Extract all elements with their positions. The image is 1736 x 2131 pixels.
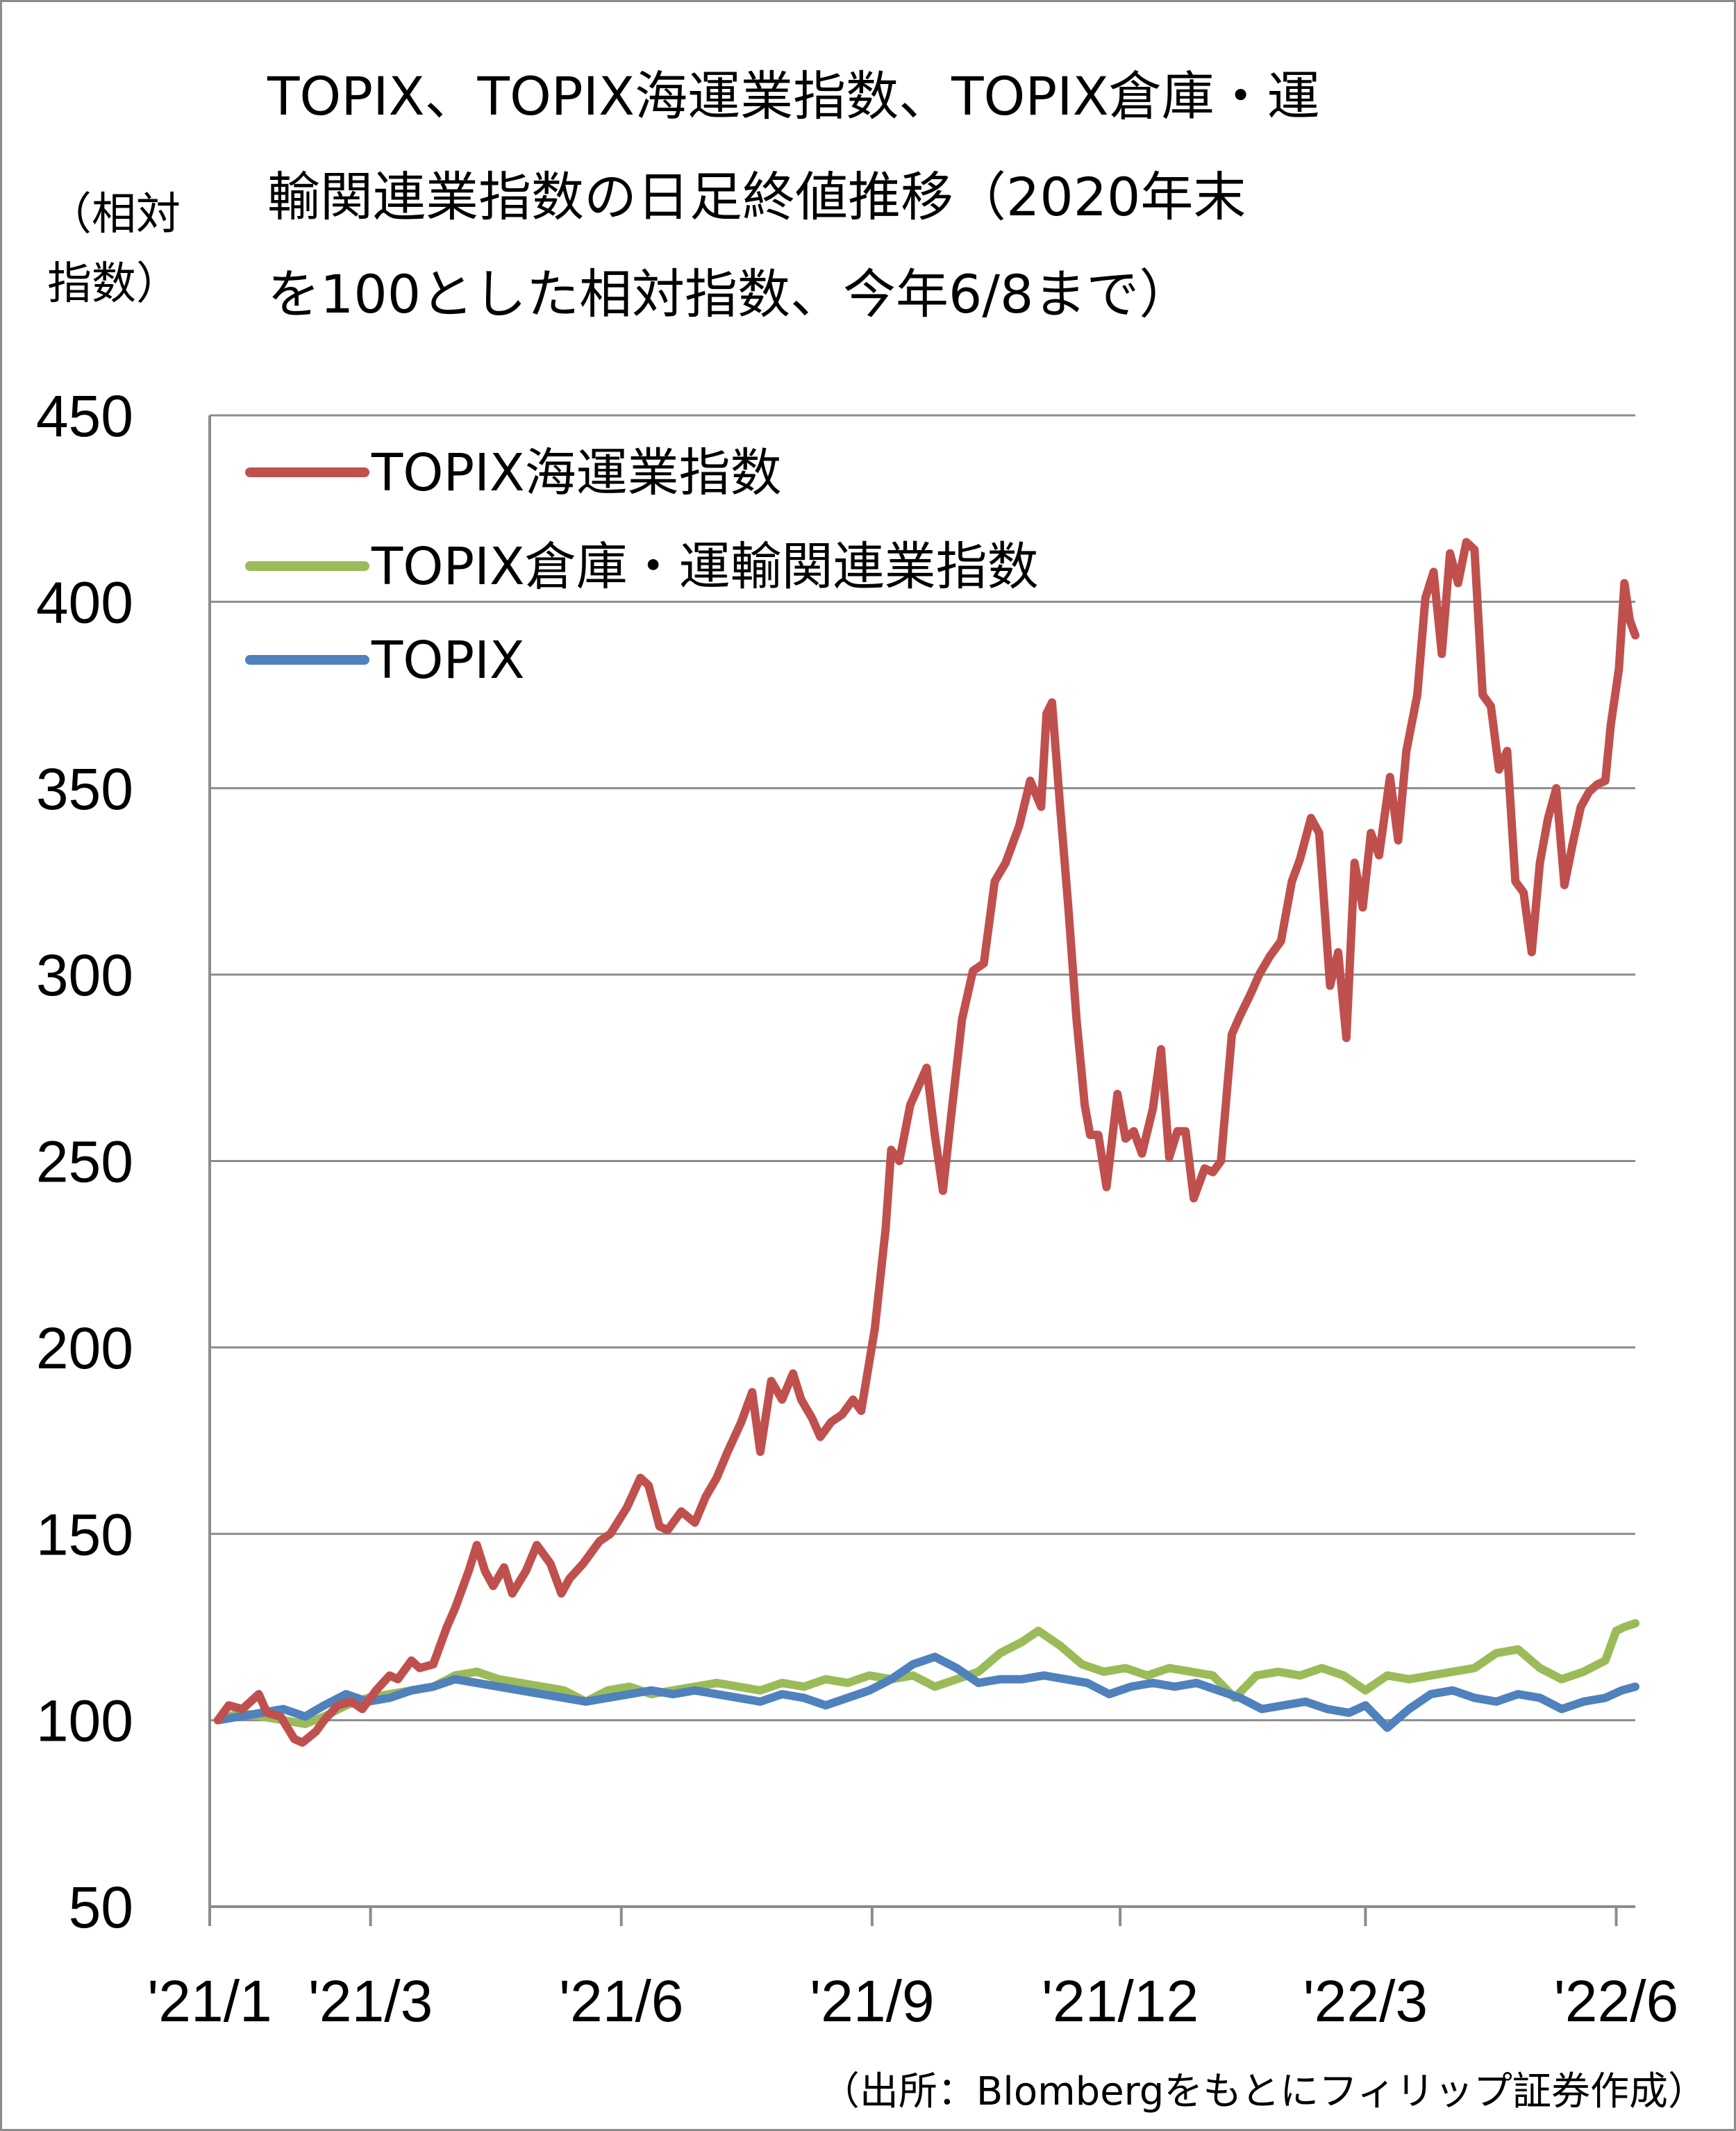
chart-title-line-3: を100とした相対指数、今年6/8まで） [267,263,1192,325]
legend-label: TOPIX倉庫・運輸関連業指数 [371,537,1039,597]
legend-label: TOPIX海運業指数 [371,443,782,503]
source-note: （出所：Blombergをもとにフィリップ証券作成） [821,2069,1707,2114]
y-axis-label-line-2: 指数） [47,258,181,310]
y-tick-labels: 50 100 150 200 250 300 350 400 450 [36,383,133,1940]
y-tick-label: 150 [36,1502,133,1567]
axes [208,415,1635,1926]
x-tick-label: '22/3 [1303,1968,1428,2034]
x-tick-label: '21/6 [559,1968,684,2034]
x-tick-labels: '21/1 '21/3 '21/6 '21/9 '21/12 '22/3 '22/6 [147,1968,1678,2034]
x-tick-label: '21/9 [810,1968,935,2034]
series-line-0 [213,538,1639,1747]
x-tick-label: '22/6 [1554,1968,1679,2034]
series-line-2 [213,1652,1639,1732]
y-tick-label: 100 [36,1689,133,1754]
series-lines [213,538,1639,1747]
y-axis-label-line-1: （相対 [47,189,181,240]
x-tick-label: '21/12 [1042,1968,1199,2034]
x-tick-label: '21/3 [308,1968,433,2034]
y-tick-label: 50 [69,1875,133,1940]
chart-title-line-2: 輸関連業指数の日足終値推移（2020年末 [267,166,1246,228]
chart-title-line-1: TOPIX、TOPIX海運業指数、TOPIX倉庫・運 [267,65,1320,127]
y-tick-label: 300 [36,943,133,1008]
y-tick-label: 200 [36,1316,133,1381]
legend: TOPIX海運業指数 TOPIX倉庫・運輸関連業指数 TOPIX [245,443,1039,690]
y-tick-label: 450 [36,383,133,449]
x-tick-label: '21/1 [147,1968,272,2034]
y-axis-label: （相対 指数） [47,189,181,310]
series-line-1 [213,1619,1639,1728]
y-tick-label: 400 [36,570,133,635]
y-tick-label: 350 [36,756,133,822]
chart-title: TOPIX、TOPIX海運業指数、TOPIX倉庫・運 輸関連業指数の日足終値推移… [267,65,1320,325]
y-tick-label: 250 [36,1129,133,1195]
legend-label: TOPIX [371,631,525,690]
